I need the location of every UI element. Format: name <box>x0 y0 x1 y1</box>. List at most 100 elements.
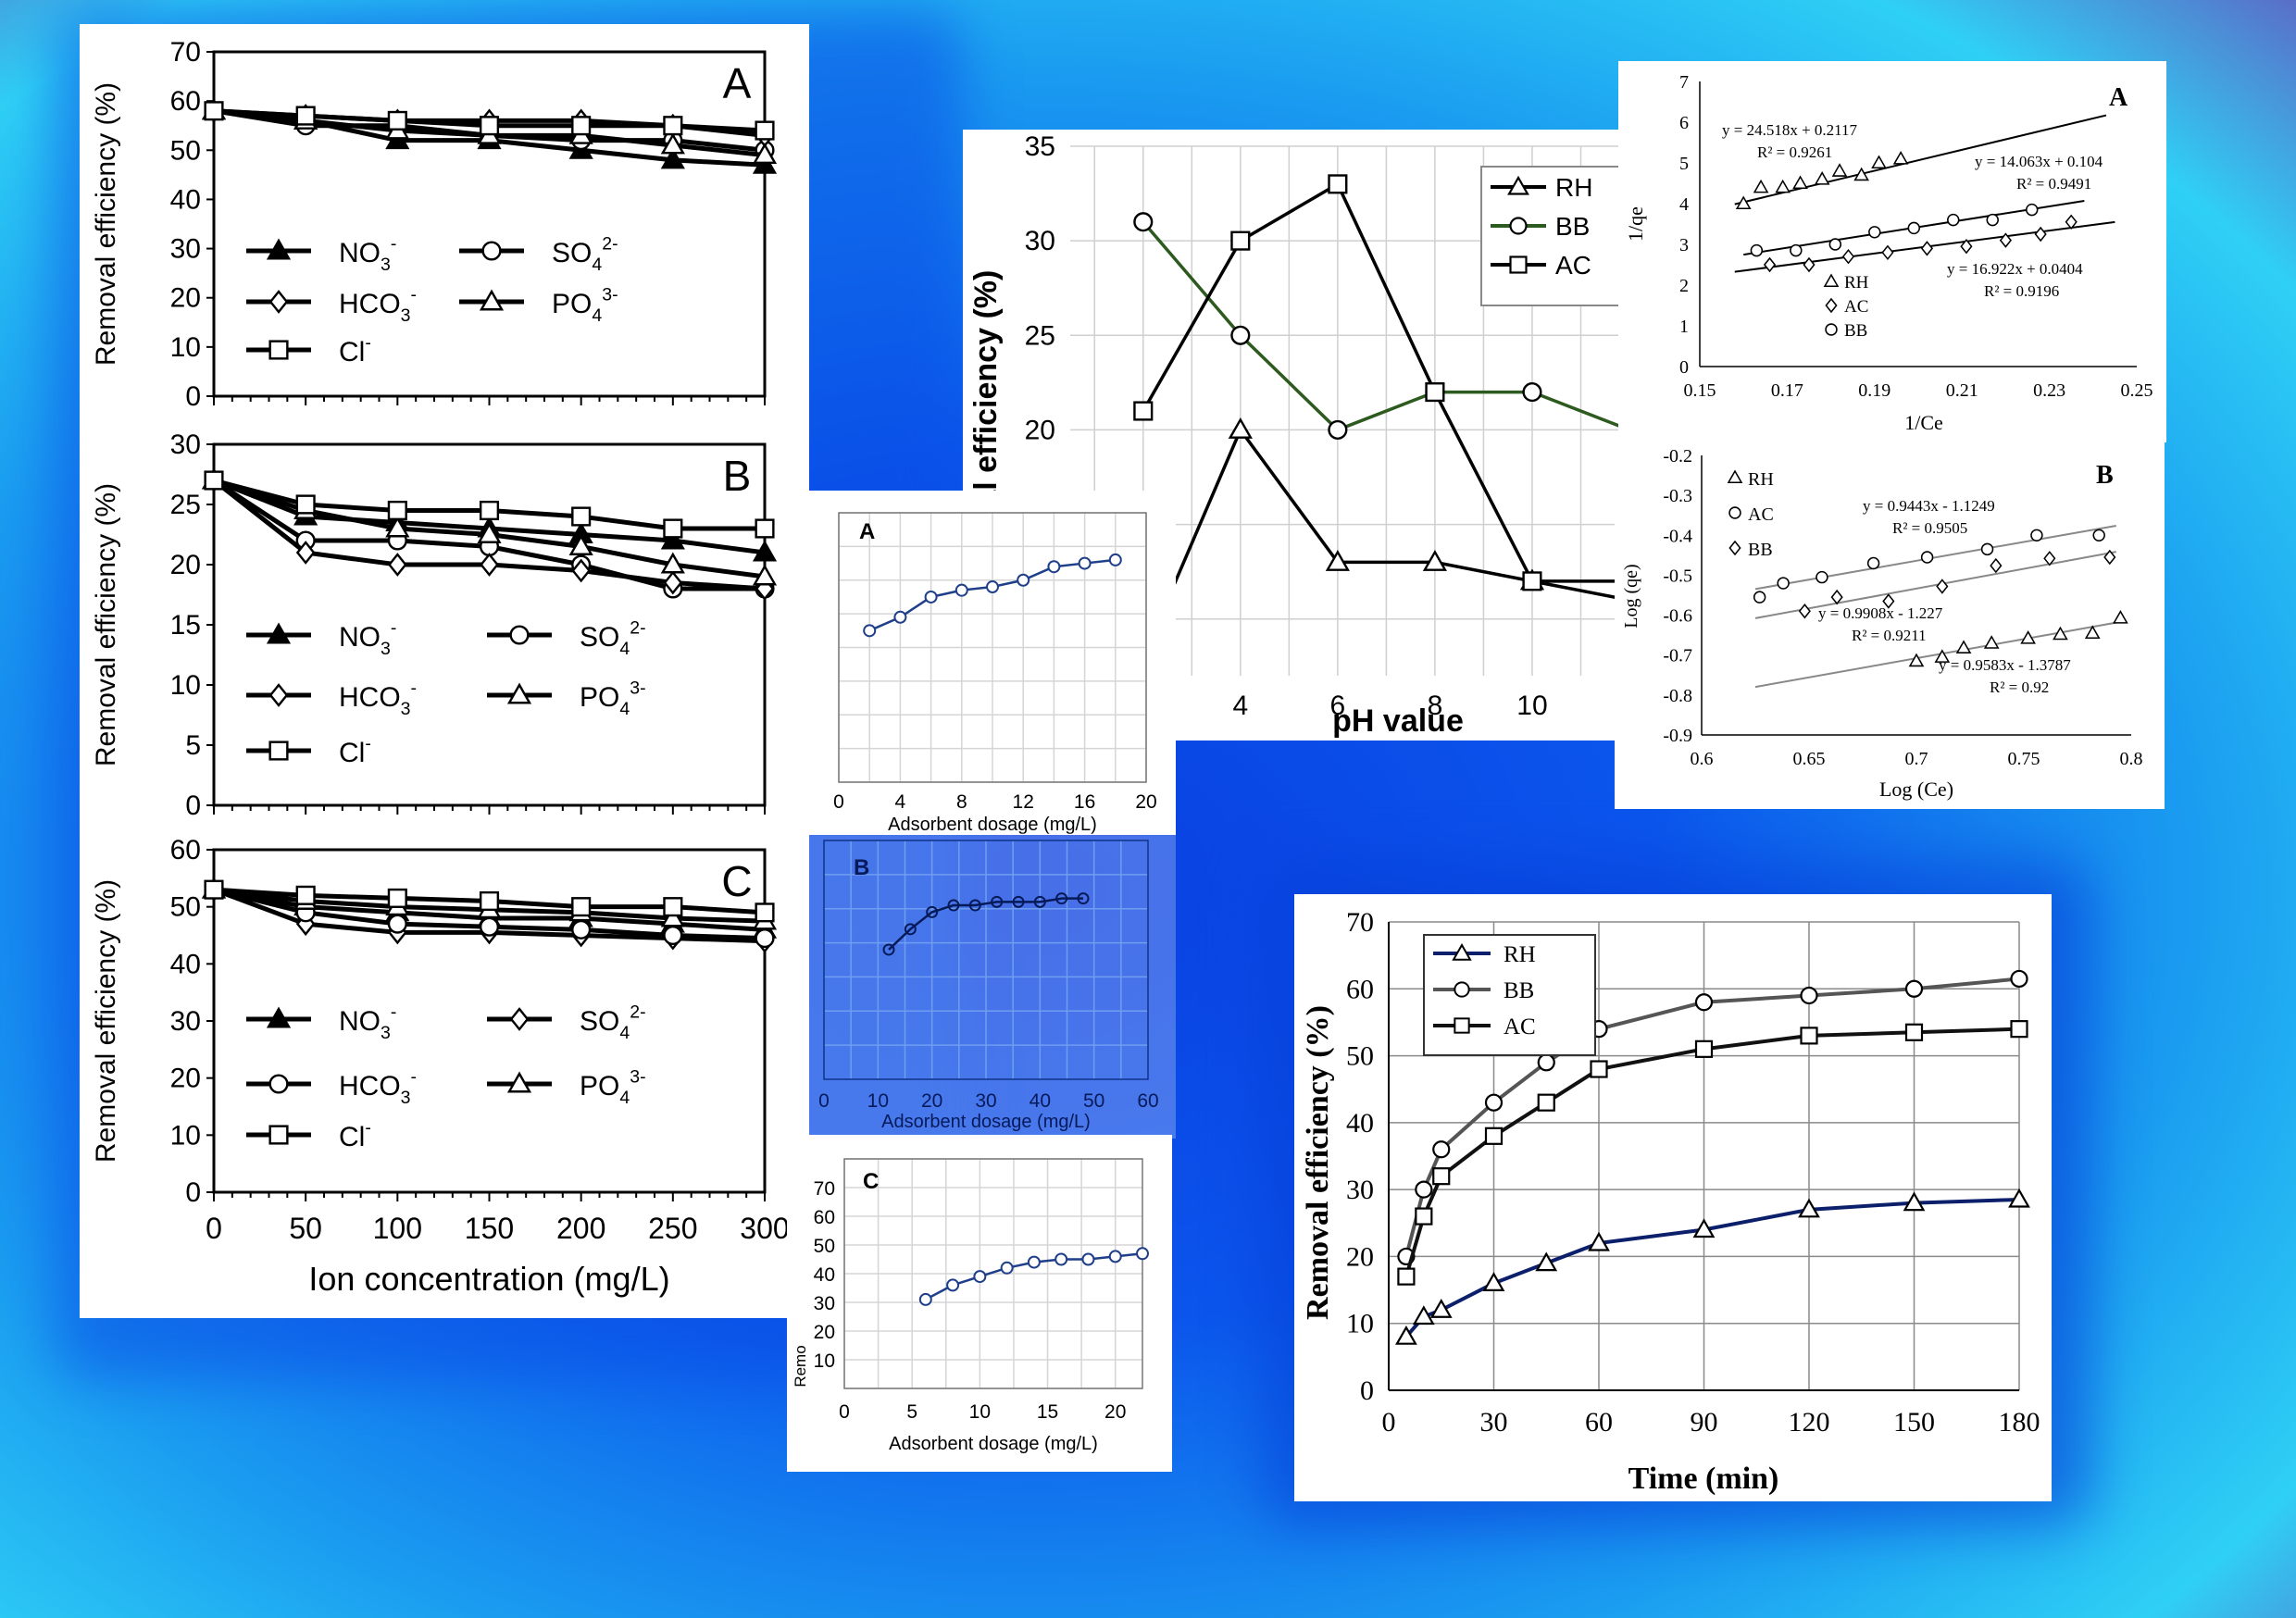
legend-label: BB <box>1748 540 1773 560</box>
plot-frame <box>823 840 1149 1080</box>
y-tick-label: 70 <box>170 37 201 68</box>
data-point <box>1537 1053 1555 1072</box>
x-tick-label: 0 <box>818 1090 830 1112</box>
y-tick-label: 10 <box>170 332 201 363</box>
y-axis-label: Remo <box>792 1345 809 1387</box>
legend-label: HCO3- <box>339 1067 417 1109</box>
equation-label: y = 0.9443x - 1.1249 <box>1863 497 1995 515</box>
data-point <box>387 110 407 131</box>
data-point <box>1798 1198 1820 1218</box>
x-tick-label: 0.8 <box>2120 749 2143 769</box>
data-point <box>755 928 775 949</box>
data-point <box>1853 167 1869 181</box>
data-point <box>986 580 999 594</box>
y-axis-label: Removal efficiency (%) <box>1301 1005 1335 1320</box>
data-point <box>1800 986 1818 1005</box>
data-point <box>1136 1247 1149 1261</box>
y-tick-label: 30 <box>170 1006 201 1037</box>
x-tick-label: 4 <box>1232 691 1248 721</box>
y-tick-label: -0.9 <box>1663 726 1692 746</box>
data-point <box>1960 238 1973 255</box>
x-tick-label: 0.75 <box>2008 749 2040 769</box>
data-point <box>2034 226 2047 243</box>
legend-marker <box>1507 175 1529 195</box>
data-point <box>1980 542 1994 556</box>
panel-label: C <box>721 857 752 905</box>
legend-marker <box>1454 1017 1470 1034</box>
x-tick-label: 0 <box>206 1212 222 1245</box>
data-point <box>1908 653 1925 667</box>
x-tick-label: 0.65 <box>1793 749 1826 769</box>
data-point <box>1750 243 1764 257</box>
y-tick-label: 30 <box>814 1293 835 1314</box>
data-point <box>1882 593 1895 609</box>
legend-label: HCO3- <box>339 285 417 327</box>
data-point <box>991 895 1004 908</box>
x-tick-label: 0.21 <box>1946 380 1978 401</box>
legend-marker <box>268 340 289 360</box>
y-tick-label: 0 <box>1679 357 1689 378</box>
y-tick-label: 30 <box>1346 1175 1374 1205</box>
x-tick-label: 8 <box>956 791 967 813</box>
data-point <box>660 528 685 550</box>
data-point <box>1078 556 1092 570</box>
series-line <box>1142 220 1630 432</box>
legend-marker <box>506 682 532 704</box>
data-point <box>387 888 407 908</box>
y-tick-label: 60 <box>170 86 201 117</box>
data-point <box>2113 610 2128 624</box>
y-axis-label: Removal efficiency (%) <box>91 82 121 366</box>
data-point <box>1415 1207 1433 1226</box>
y-axis-label: Log (qe) <box>1621 564 1641 628</box>
legend-marker <box>268 741 289 761</box>
dose-c-panel: 10 20 30 40 50 60 70 0 5 10 15 20 Adsorbent dosage (… <box>787 1135 1172 1472</box>
data-point <box>1033 895 1046 908</box>
y-tick-label: -0.2 <box>1663 446 1692 467</box>
data-point <box>1816 570 1828 584</box>
y-tick-label: -0.8 <box>1663 686 1692 706</box>
data-point <box>752 143 778 165</box>
panel-label: A <box>859 519 875 544</box>
data-point <box>1108 1250 1122 1263</box>
data-point <box>2103 549 2116 566</box>
data-point <box>1692 1218 1716 1238</box>
y-tick-label: 20 <box>170 283 201 314</box>
y-tick-label: 2 <box>1679 276 1689 296</box>
data-point <box>1694 1039 1714 1058</box>
data-point <box>2008 1188 2030 1208</box>
x-tick-label: 15 <box>1037 1401 1058 1423</box>
data-point <box>946 1278 960 1292</box>
data-point <box>1027 1255 1041 1269</box>
legend-label: NO3- <box>339 234 396 276</box>
x-tick-label: 0.23 <box>2033 380 2065 401</box>
data-point <box>752 564 778 586</box>
x-tick-label: 6 <box>1330 691 1346 721</box>
y-tick-label: 35 <box>1025 131 1055 162</box>
y-axis-label: Removal efficiency (%) <box>91 879 121 1163</box>
legend-marker <box>1509 255 1528 274</box>
data-point <box>1934 649 1951 663</box>
legend-marker <box>1509 217 1528 235</box>
data-point <box>663 925 683 946</box>
legend-marker <box>509 1007 530 1031</box>
data-point <box>1920 241 1934 256</box>
data-point <box>1017 573 1030 587</box>
data-point <box>1535 1251 1558 1272</box>
data-point <box>1228 417 1253 439</box>
data-point <box>1133 401 1154 421</box>
data-point <box>480 553 499 577</box>
y-tick-label: 0 <box>185 1177 201 1208</box>
data-point <box>477 522 502 543</box>
y-tick-label: 70 <box>814 1178 835 1200</box>
x-tick-label: 150 <box>1893 1407 1935 1438</box>
data-point <box>752 540 778 562</box>
panel-label: A <box>723 59 752 107</box>
y-tick-label: 0 <box>185 381 201 412</box>
y-tick-label: 4 <box>1679 194 1689 215</box>
x-tick-label: 150 <box>465 1212 514 1245</box>
data-point <box>1412 1305 1435 1326</box>
data-point <box>387 914 407 934</box>
legend-label: AC <box>1504 1014 1536 1039</box>
data-point <box>295 106 316 126</box>
data-point <box>1983 635 2000 649</box>
